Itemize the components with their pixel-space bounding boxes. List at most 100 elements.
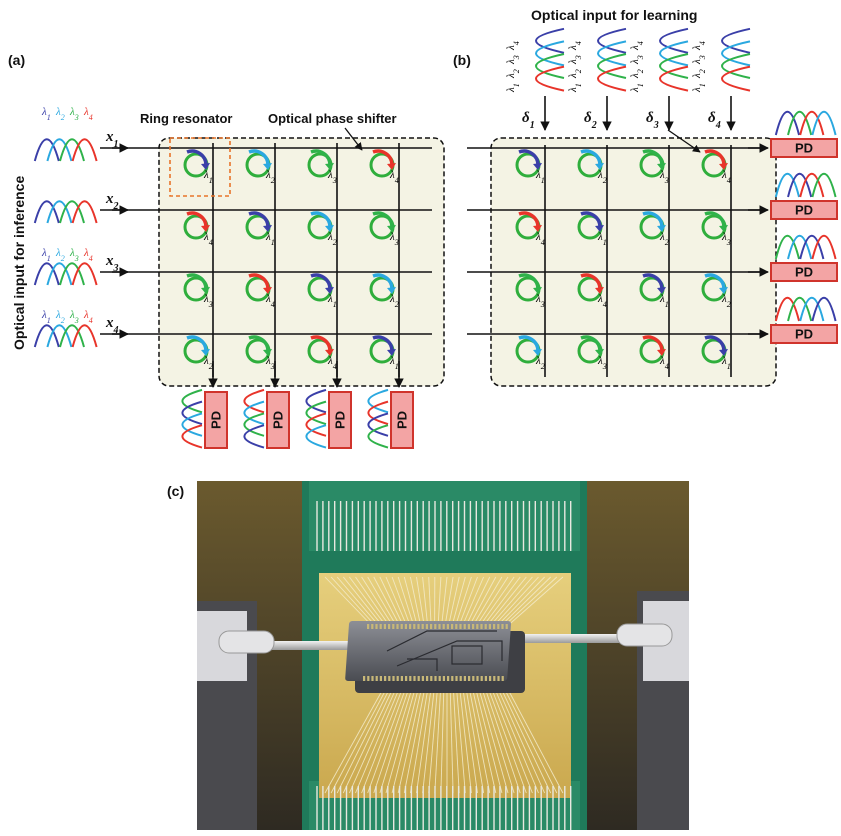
undefined: λ4 [535, 231, 545, 247]
panel-c-label: (c) [167, 483, 184, 499]
ring-resonator: λ1 [515, 149, 545, 185]
delta-4: δ4 [708, 110, 721, 131]
undefined: λ1 [41, 106, 51, 122]
ring-resonator: λ4 [515, 211, 545, 247]
ring-resonator: λ3 [515, 273, 545, 309]
spectrum-icon [181, 388, 203, 449]
undefined: λ3 [597, 355, 607, 371]
undefined: λ2 [55, 106, 65, 122]
ring-resonator: λ3 [639, 149, 669, 185]
undefined: λ3 [535, 293, 545, 309]
ring-resonator: λ1 [183, 149, 213, 185]
undefined: λ4 [659, 355, 669, 371]
pd-label: PD [795, 265, 813, 280]
spectrum-icon [367, 388, 389, 449]
undefined: λ4 [83, 106, 93, 122]
pd-label: PD [395, 411, 410, 429]
ring-resonator: λ2 [369, 273, 399, 309]
ring-resonator: λ2 [639, 211, 669, 247]
pd-detector-a: PD [390, 391, 414, 449]
undefined: λ4 [721, 169, 731, 185]
spectrum-icon [33, 138, 98, 162]
undefined: λ3 [629, 55, 645, 65]
spectrum-icon [33, 200, 98, 224]
pd-label: PD [795, 141, 813, 156]
undefined: λ3 [69, 247, 79, 263]
ring-resonator: λ1 [701, 335, 731, 371]
undefined: λ4 [597, 293, 607, 309]
ring-highlight [169, 137, 231, 197]
pd-detector-b: PD [770, 324, 838, 344]
undefined: λ4 [83, 247, 93, 263]
undefined: λ4 [265, 293, 275, 309]
input-x4: x4 [105, 315, 119, 336]
undefined: λ4 [203, 231, 213, 247]
delta-1: δ1 [522, 110, 535, 131]
ring-resonator: λ1 [369, 335, 399, 371]
undefined: λ2 [535, 355, 545, 371]
spectrum-icon [33, 324, 98, 348]
delta-3: δ3 [646, 110, 659, 131]
ring-resonator: λ4 [369, 149, 399, 185]
ring-resonator: λ3 [369, 211, 399, 247]
undefined: λ1 [721, 355, 731, 371]
input-x1: x1 [105, 129, 119, 150]
panel-b-matrix: PD PD PD PD δ1 λ1 λ2 λ3 λ4 δ2 λ1 λ2 λ3 λ4 δ3 λ1 λ2 λ3 λ4 δ4… [467, 27, 838, 387]
ring-resonator: λ1 [577, 211, 607, 247]
ring-resonator: λ3 [577, 335, 607, 371]
undefined: λ1 [327, 293, 337, 309]
ring-resonator: λ3 [183, 273, 213, 309]
ring-resonator: λ4 [245, 273, 275, 309]
undefined: λ1 [389, 355, 399, 371]
spectrum-icon [305, 388, 327, 449]
ring-resonator: λ1 [307, 273, 337, 309]
undefined: λ4 [83, 309, 93, 325]
pd-label: PD [209, 411, 224, 429]
undefined: λ1 [597, 231, 607, 247]
spectrum-icon [597, 27, 627, 92]
undefined: λ1 [629, 83, 645, 93]
panel-a-label: (a) [8, 52, 25, 68]
undefined: λ1 [691, 83, 707, 93]
undefined: λ1 [505, 83, 521, 93]
ring-resonator: λ4 [701, 149, 731, 185]
spectrum-icon [33, 262, 98, 286]
undefined: λ3 [265, 355, 275, 371]
spectrum-icon [243, 388, 265, 449]
spectrum-icon [774, 297, 837, 322]
ring-resonator: λ3 [245, 335, 275, 371]
ring-resonator: λ2 [307, 211, 337, 247]
phase-shifter-label: Optical phase shifter [268, 111, 397, 126]
undefined: λ3 [203, 293, 213, 309]
chip-photo [197, 481, 689, 830]
ring-resonator-label: Ring resonator [140, 111, 232, 126]
undefined: λ1 [41, 309, 51, 325]
undefined: λ3 [691, 55, 707, 65]
undefined: λ4 [629, 41, 645, 51]
learning-top-label: Optical input for learning [531, 7, 697, 23]
undefined: λ1 [567, 83, 583, 93]
pd-label: PD [271, 411, 286, 429]
ring-resonator: λ2 [577, 149, 607, 185]
undefined: λ3 [567, 55, 583, 65]
undefined: λ3 [69, 106, 79, 122]
input-x3: x3 [105, 253, 119, 274]
pd-detector-a: PD [328, 391, 352, 449]
undefined: λ2 [55, 247, 65, 263]
pd-detector-b: PD [770, 200, 838, 220]
undefined: λ1 [659, 293, 669, 309]
pd-detector-b: PD [770, 262, 838, 282]
ring-resonator: λ2 [515, 335, 545, 371]
undefined: λ2 [389, 293, 399, 309]
delta-2: δ2 [584, 110, 597, 131]
pd-label: PD [795, 203, 813, 218]
undefined: λ1 [265, 231, 275, 247]
ring-resonator: λ2 [245, 149, 275, 185]
undefined: λ4 [691, 41, 707, 51]
pd-label: PD [795, 327, 813, 342]
spectrum-icon [659, 27, 689, 92]
spectrum-icon [535, 27, 565, 92]
ring-resonator: λ3 [307, 149, 337, 185]
